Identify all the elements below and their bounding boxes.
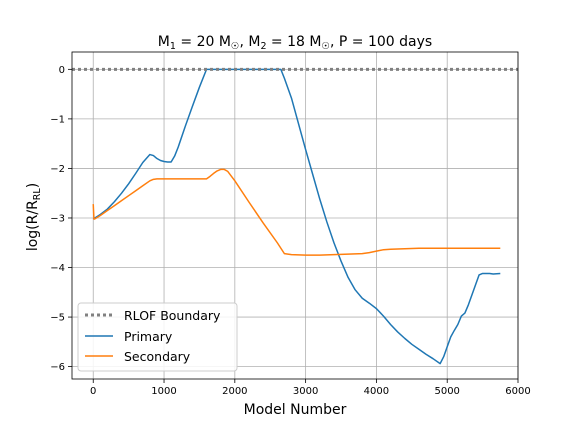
primary-line: [92, 68, 501, 365]
x-tick-label: 4000: [364, 386, 389, 397]
x-tick-label: 0: [90, 386, 96, 397]
series-layer: [72, 67, 518, 365]
y-axis-label: log(R/RRL): [25, 183, 43, 251]
y-tick-label: −3: [50, 213, 65, 224]
plot-area-frame: [71, 51, 519, 380]
legend-label-primary: Primary: [124, 329, 173, 344]
x-tick-label: 5000: [434, 386, 459, 397]
x-tick-label: 3000: [293, 386, 318, 397]
legend: RLOF Boundary Primary Secondary: [77, 302, 238, 372]
y-tick-label: −2: [50, 164, 65, 175]
y-tick-label: −6: [50, 362, 65, 373]
x-tick-label: 6000: [505, 386, 530, 397]
legend-box: [77, 302, 238, 372]
chart-title: M1 = 20 M☉, M2 = 18 M☉, P = 100 days: [158, 34, 432, 52]
y-tick-label: 0: [59, 65, 65, 76]
legend-label-secondary: Secondary: [124, 349, 191, 364]
x-tick-label: 2000: [222, 386, 247, 397]
legend-label-rlof-boundary: RLOF Boundary: [124, 308, 221, 323]
y-tick-label: −4: [50, 263, 65, 274]
secondary-line: [92, 168, 501, 256]
y-tick-label: −1: [50, 114, 65, 125]
axis-ticks: 0 1000 2000 3000 4000 5000 6000 0 −1 −2 −3 −4 −5 −6: [50, 65, 530, 397]
x-axis-label: Model Number: [244, 402, 347, 418]
x-tick-label: 1000: [151, 386, 176, 397]
y-tick-label: −5: [50, 313, 65, 324]
